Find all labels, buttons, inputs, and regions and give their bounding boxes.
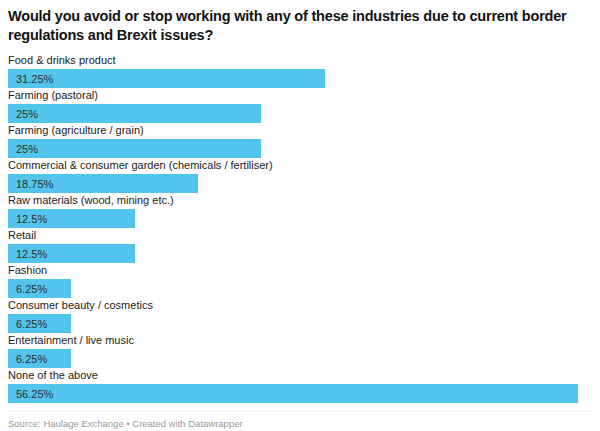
category-label: Commercial & consumer garden (chemicals … xyxy=(8,159,592,172)
category-label: Fashion xyxy=(8,264,592,277)
bar: 12.5% xyxy=(8,209,135,228)
category-label: Farming (pastoral) xyxy=(8,89,592,102)
chart-title: Would you avoid or stop working with any… xyxy=(8,7,586,45)
value-label: 12.5% xyxy=(8,210,47,229)
bar-row: None of the above 56.25% xyxy=(8,369,592,404)
category-label: Entertainment / live music xyxy=(8,334,592,347)
footer-divider xyxy=(8,411,592,412)
value-label: 25% xyxy=(8,105,38,124)
category-label: Food & drinks product xyxy=(8,54,592,67)
bar: 56.25% xyxy=(8,384,578,403)
chart-container: Would you avoid or stop working with any… xyxy=(0,0,600,431)
bar: 6.25% xyxy=(8,349,71,368)
category-label: Raw materials (wood, mining etc.) xyxy=(8,194,592,207)
bar-chart: Food & drinks product 31.25% Farming (pa… xyxy=(8,54,592,404)
bar-row: Farming (pastoral) 25% xyxy=(8,89,592,124)
value-label: 18.75% xyxy=(8,175,53,194)
category-label: Retail xyxy=(8,229,592,242)
source-note: Source: Haulage Exchange • Created with … xyxy=(8,418,592,430)
value-label: 12.5% xyxy=(8,245,47,264)
category-label: Farming (agriculture / grain) xyxy=(8,124,592,137)
bar: 31.25% xyxy=(8,69,325,88)
bar-row: Retail 12.5% xyxy=(8,229,592,264)
bar: 12.5% xyxy=(8,244,135,263)
category-label: None of the above xyxy=(8,369,592,382)
bar-row: Fashion 6.25% xyxy=(8,264,592,299)
bar-row: Entertainment / live music 6.25% xyxy=(8,334,592,369)
bar: 25% xyxy=(8,139,261,158)
value-label: 6.25% xyxy=(8,350,47,369)
category-label: Consumer beauty / cosmetics xyxy=(8,299,592,312)
bar: 6.25% xyxy=(8,279,71,298)
bar-row: Raw materials (wood, mining etc.) 12.5% xyxy=(8,194,592,229)
value-label: 31.25% xyxy=(8,70,53,89)
value-label: 6.25% xyxy=(8,315,47,334)
value-label: 6.25% xyxy=(8,280,47,299)
bar-row: Farming (agriculture / grain) 25% xyxy=(8,124,592,159)
bar-row: Food & drinks product 31.25% xyxy=(8,54,592,89)
bar-row: Consumer beauty / cosmetics 6.25% xyxy=(8,299,592,334)
source-text: Source: Haulage Exchange • Created with … xyxy=(8,418,243,429)
bar: 6.25% xyxy=(8,314,71,333)
bar-row: Commercial & consumer garden (chemicals … xyxy=(8,159,592,194)
value-label: 56.25% xyxy=(8,385,53,404)
value-label: 25% xyxy=(8,140,38,159)
bar: 25% xyxy=(8,104,261,123)
bar: 18.75% xyxy=(8,174,198,193)
